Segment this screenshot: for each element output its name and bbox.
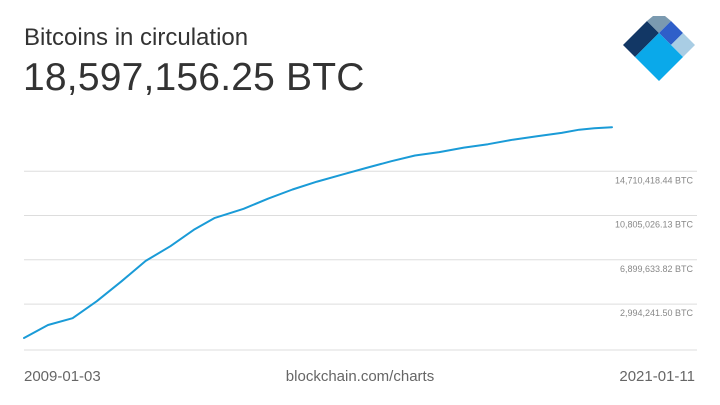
logo-cyan-segment — [635, 33, 683, 81]
logo-steel-segment — [647, 16, 671, 33]
current-value: 18,597,156.25 BTC — [23, 56, 365, 99]
x-axis-start-date: 2009-01-03 — [24, 368, 101, 385]
y-tick-labels: 2,994,241.50 BTC 6,899,633.82 BTC 10,805,0… — [615, 175, 694, 318]
logo-dark-segment — [623, 21, 659, 57]
source-link[interactable]: blockchain.com/charts — [285, 368, 435, 385]
chart-title: Bitcoins in circulation — [24, 24, 249, 51]
grid-layer — [24, 170, 697, 351]
x-axis-end-date: 2021-01-11 — [619, 368, 695, 385]
y-tick-label: 6,899,633.82 BTC — [620, 264, 694, 274]
data-points — [23, 127, 613, 339]
blockchain-logo-icon — [623, 16, 695, 81]
y-tick-label: 10,805,026.13 BTC — [615, 220, 694, 230]
series-line-bitcoins — [23, 126, 613, 339]
y-tick-label: 2,994,241.50 BTC — [620, 308, 694, 318]
y-tick-label: 14,710,418.44 BTC — [615, 175, 694, 185]
